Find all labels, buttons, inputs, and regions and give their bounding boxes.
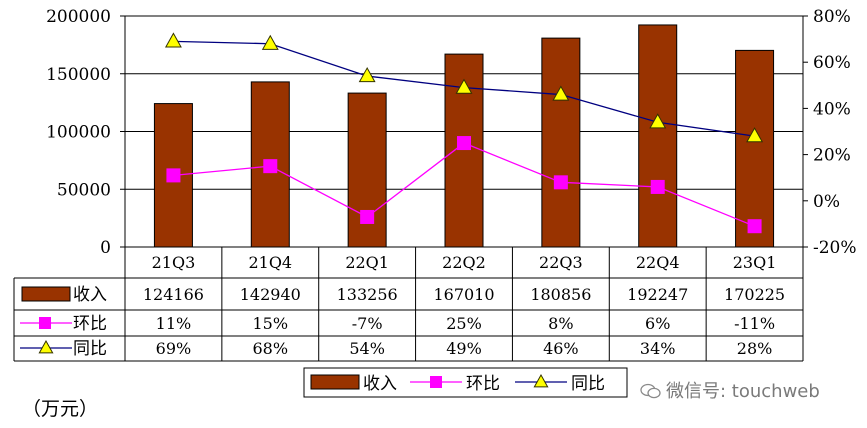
revenue-value: 180856 (530, 285, 591, 304)
right-tick-label: 40% (813, 99, 851, 119)
qoq-value: 6% (645, 314, 670, 333)
category-label: 22Q4 (636, 253, 680, 272)
yoy-value: 68% (253, 339, 289, 358)
right-tick-label: 80% (813, 7, 851, 27)
category-label: 23Q1 (733, 253, 777, 272)
revenue-bar (735, 49, 775, 248)
left-tick-label: 50000 (57, 180, 111, 200)
watermark: 微信号: touchweb (640, 377, 820, 403)
yoy-marker (261, 34, 279, 50)
qoq-value: -11% (734, 314, 775, 333)
yoy-marker (649, 113, 667, 129)
left-tick-label: 150000 (46, 65, 111, 85)
revenue-bar (541, 37, 581, 248)
right-tick-label: 60% (813, 53, 851, 73)
revenue-key (21, 286, 71, 302)
qoq-row-label: 环比 (73, 314, 107, 334)
revenue-value: 167010 (433, 285, 494, 304)
revenue-value: 124166 (143, 285, 204, 304)
qoq-marker (263, 159, 278, 174)
category-label: 22Q3 (539, 253, 583, 272)
wechat-icon (640, 383, 661, 399)
yoy-marker (533, 373, 549, 388)
legend: 收入 环比 同比 (303, 367, 628, 398)
revenue-value: 170225 (724, 285, 785, 304)
yoy-value: 34% (640, 339, 676, 358)
qoq-value: 11% (156, 314, 192, 333)
yoy-value: 46% (543, 339, 579, 358)
right-axis-ticks: -20% 0% 20% 40% 60% 80% (803, 7, 857, 258)
legend-qoq-marker (430, 376, 442, 388)
yoy-marker (38, 339, 54, 354)
qoq-key-marker (39, 317, 51, 329)
revenue-value: 133256 (337, 285, 398, 304)
watermark-text: 微信号: touchweb (666, 381, 820, 402)
category-label: 21Q3 (152, 253, 196, 272)
legend-yoy-label: 同比 (571, 374, 605, 394)
right-tick-label: 0% (813, 192, 840, 212)
yoy-value: 69% (156, 339, 192, 358)
yoy-value: 49% (446, 339, 482, 358)
yoy-row-label: 同比 (73, 339, 107, 359)
left-tick-label: 0 (100, 238, 111, 258)
yoy-value: 28% (737, 339, 773, 358)
qoq-value: 8% (548, 314, 573, 333)
yoy-value: 54% (349, 339, 385, 358)
qoq-marker (360, 209, 375, 224)
qoq-marker (553, 175, 568, 190)
qoq-marker (166, 168, 181, 183)
left-tick-label: 100000 (46, 123, 111, 143)
right-tick-label: -20% (813, 238, 857, 258)
category-label: 22Q2 (442, 253, 486, 272)
revenue-bars (153, 24, 775, 248)
yoy-marker (358, 67, 376, 83)
yoy-series (164, 32, 764, 143)
qoq-marker (457, 136, 471, 151)
revenue-value: 142940 (240, 285, 301, 304)
legend-qoq-label: 环比 (466, 374, 500, 394)
legend-revenue-label: 收入 (363, 374, 397, 394)
unit-label: （万元） (22, 398, 99, 420)
left-axis-ticks: 0 50000 100000 150000 200000 (46, 7, 125, 258)
category-label: 21Q4 (248, 253, 292, 272)
yoy-marker (552, 85, 570, 101)
qoq-series (166, 136, 762, 234)
revenue-bar (638, 24, 678, 248)
yoy-marker (746, 127, 764, 143)
revenue-row-label: 收入 (73, 285, 107, 305)
category-label: 22Q1 (345, 253, 389, 272)
revenue-value: 192247 (627, 285, 688, 304)
right-tick-label: 20% (813, 146, 851, 166)
qoq-marker (650, 179, 665, 194)
qoq-marker (747, 219, 762, 234)
qoq-value: 25% (446, 314, 482, 333)
qoq-value: 15% (253, 314, 289, 333)
yoy-marker (164, 32, 182, 48)
yoy-marker (455, 78, 473, 94)
qoq-value: -7% (352, 314, 383, 333)
left-tick-label: 200000 (46, 7, 111, 27)
legend-revenue-key (310, 374, 360, 390)
